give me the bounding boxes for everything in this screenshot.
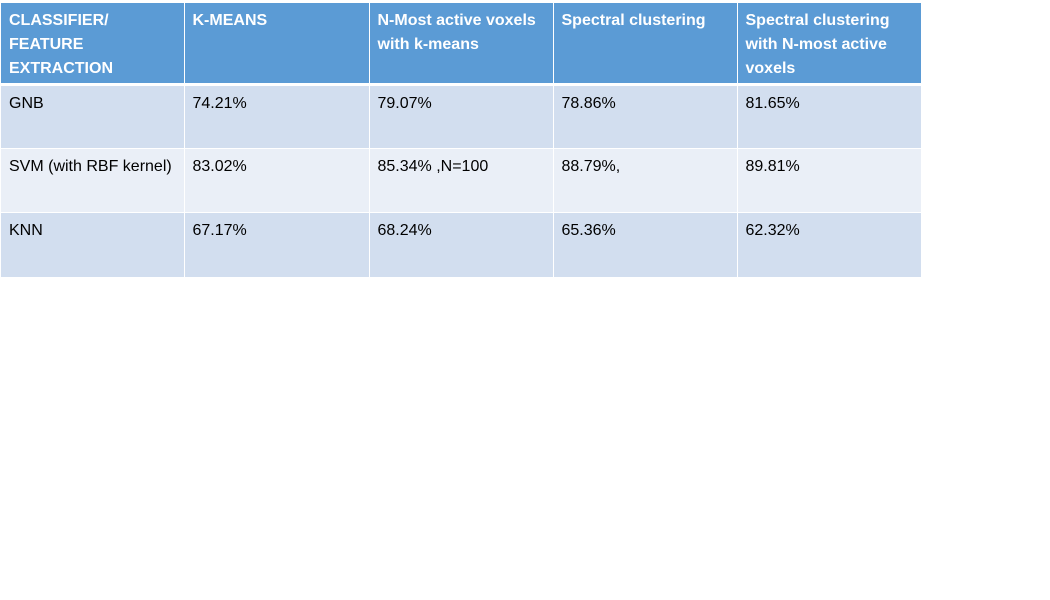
cell-spectral-n-most-active: 62.32% [736, 212, 921, 277]
header-spectral-clustering: Spectral clustering [552, 3, 737, 86]
header-spectral-n-most-active: Spectral clustering with N-most active v… [736, 3, 921, 86]
cell-classifier: GNB [1, 84, 184, 149]
cell-spectral-n-most-active: 81.65% [736, 84, 921, 149]
header-row: CLASSIFIER/ FEATURE EXTRACTION K-MEANS N… [1, 3, 921, 86]
cell-spectral-n-most-active: 89.81% [736, 148, 921, 213]
cell-n-most-active-kmeans: 68.24% [368, 212, 553, 277]
table-row-svm: SVM (with RBF kernel) 83.02% 85.34% ,N=1… [1, 148, 921, 213]
header-classifier: CLASSIFIER/ FEATURE EXTRACTION [1, 3, 184, 86]
cell-n-most-active-kmeans: 85.34% ,N=100 [368, 148, 553, 213]
cell-spectral-clustering: 65.36% [552, 212, 737, 277]
cell-n-most-active-kmeans: 79.07% [368, 84, 553, 149]
header-n-most-active-kmeans: N-Most active voxels with k-means [368, 3, 553, 86]
table-row-gnb: GNB 74.21% 79.07% 78.86% 81.65% [1, 84, 921, 149]
cell-spectral-clustering: 78.86% [552, 84, 737, 149]
cell-classifier: SVM (with RBF kernel) [1, 148, 184, 213]
cell-kmeans: 67.17% [183, 212, 369, 277]
cell-classifier: KNN [1, 212, 184, 277]
header-kmeans: K-MEANS [183, 3, 369, 86]
cell-kmeans: 74.21% [183, 84, 369, 149]
table-row-knn: KNN 67.17% 68.24% 65.36% 62.32% [1, 212, 921, 277]
cell-spectral-clustering: 88.79%, [552, 148, 737, 213]
cell-kmeans: 83.02% [183, 148, 369, 213]
results-table: CLASSIFIER/ FEATURE EXTRACTION K-MEANS N… [1, 3, 921, 277]
